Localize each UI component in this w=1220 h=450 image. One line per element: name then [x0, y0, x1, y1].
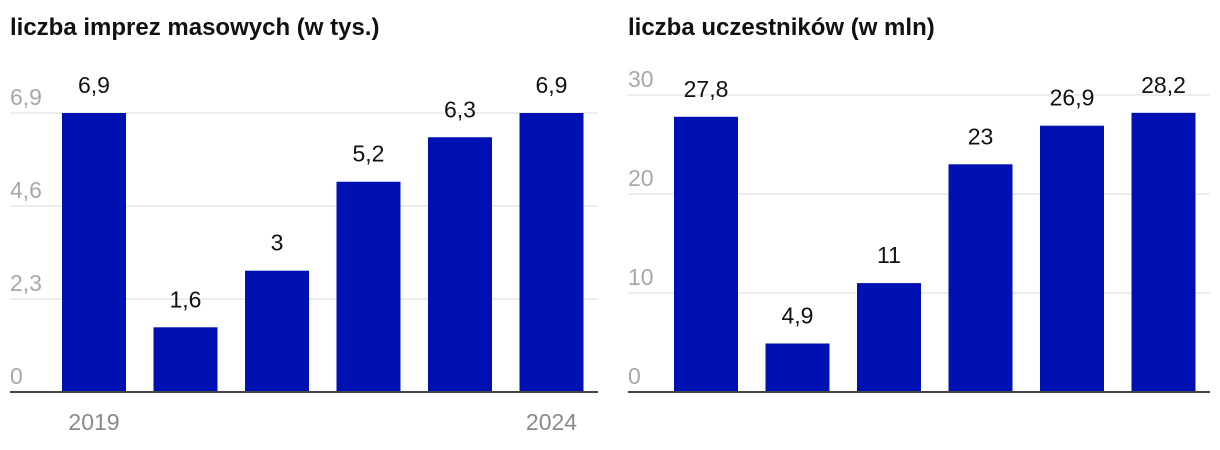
- bar: [674, 116, 738, 392]
- bar: [153, 327, 218, 392]
- y-tick-label: 6,9: [10, 84, 42, 110]
- data-label: 4,9: [782, 302, 814, 328]
- data-label: 26,9: [1050, 85, 1095, 111]
- bar: [62, 113, 126, 392]
- x-tick-label: 2019: [68, 409, 119, 435]
- bar: [1040, 125, 1104, 392]
- bar: [245, 270, 309, 392]
- bar: [765, 343, 830, 392]
- data-label: 28,2: [1141, 72, 1186, 98]
- chart-title-events: liczba imprez masowych (w tys.): [10, 14, 380, 41]
- data-label: 6,9: [78, 72, 110, 98]
- y-tick-label: 2,3: [10, 270, 42, 296]
- bar: [519, 113, 584, 392]
- data-label: 6,9: [536, 72, 568, 98]
- y-tick-label: 20: [628, 165, 654, 191]
- y-tick-label: 30: [628, 66, 654, 92]
- bar: [1131, 112, 1196, 392]
- data-label: 6,3: [444, 96, 476, 122]
- data-label: 27,8: [684, 76, 729, 102]
- data-label: 1,6: [170, 286, 202, 312]
- bar: [948, 164, 1013, 392]
- bar: [336, 181, 401, 392]
- y-tick-label: 0: [10, 363, 23, 389]
- bar: [428, 137, 492, 392]
- y-tick-label: 10: [628, 264, 654, 290]
- y-tick-label: 4,6: [10, 177, 42, 203]
- y-tick-label: 0: [628, 363, 641, 389]
- bar-chart-2: 0 10 20 30 27,8 4,9 11 23 26,9 28,2: [628, 66, 1210, 393]
- x-tick-label: 2024: [526, 409, 577, 435]
- data-label: 5,2: [353, 141, 385, 167]
- data-label: 11: [877, 242, 901, 268]
- data-label: 3: [271, 230, 284, 256]
- data-label: 23: [968, 123, 994, 149]
- chart-title-participants: liczba uczestników (w mln): [628, 14, 935, 41]
- bar-chart-1: 0 2,3 4,6 6,9 6,9 2019 1,6 3 5,2 6,3 6,9 2024: [10, 72, 598, 435]
- bar: [857, 283, 921, 392]
